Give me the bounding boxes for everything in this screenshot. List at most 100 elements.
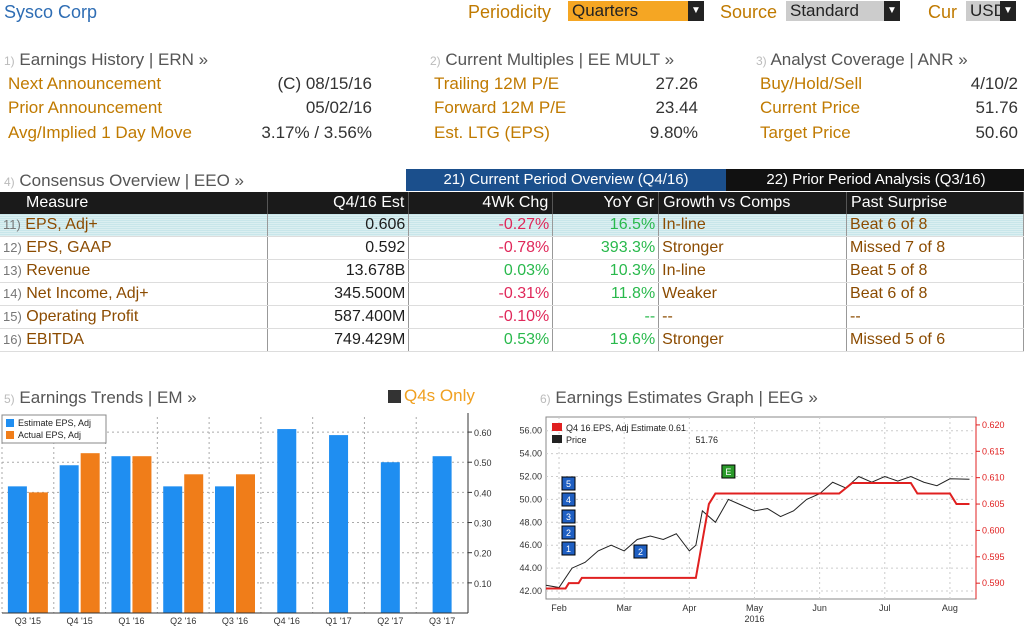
actual-bar <box>184 474 204 613</box>
chg-cell: 0.53% <box>408 328 554 352</box>
section-number: 3) <box>756 54 767 68</box>
y-tick-label: 0.20 <box>474 549 492 559</box>
legend-swatch <box>6 431 14 439</box>
current-multiples-link[interactable]: 2) Current Multiples | EE MULT » <box>430 50 674 70</box>
x-tick-label: Q1 '16 <box>118 616 144 626</box>
comps-cell: -- <box>658 305 848 329</box>
earnings-graph-link[interactable]: 6) Earnings Estimates Graph | EEG » <box>540 388 818 408</box>
forward-pe-value: 23.44 <box>655 98 698 117</box>
x-tick-label: Q1 '17 <box>325 616 351 626</box>
yoy-cell: 16.5% <box>552 214 660 237</box>
col-est[interactable]: Q4/16 Est <box>267 192 410 214</box>
section-number: 1) <box>4 54 15 68</box>
currency-dropdown[interactable]: USD ▼ <box>966 1 1016 21</box>
table-row[interactable]: 15) Operating Profit 587.400M -0.10% -- -- -- <box>0 305 1024 329</box>
earnings-history-link[interactable]: 1) Earnings History | ERN » <box>4 50 208 70</box>
table-header: Measure Q4/16 Est 4Wk Chg YoY Gr Growth … <box>0 192 1024 214</box>
y-tick-label: 0.40 <box>474 488 492 498</box>
y-left-tick-label: 48.00 <box>519 517 542 527</box>
earnings-trends-link[interactable]: 5) Earnings Trends | EM » <box>4 388 197 408</box>
chg-cell: -0.31% <box>408 282 554 306</box>
yoy-cell: 19.6% <box>552 328 660 352</box>
x-tick-label: Q3 '17 <box>429 616 455 626</box>
y-left-tick-label: 56.00 <box>519 426 542 436</box>
tab-current-period[interactable]: 21) Current Period Overview (Q4/16) <box>406 169 726 191</box>
surprise-cell: Missed 7 of 8 <box>846 236 1024 260</box>
event-marker-icon <box>633 544 648 559</box>
table-row[interactable]: 12) EPS, GAAP 0.592 -0.78% 393.3% Stronger Mi… <box>0 236 1024 260</box>
forward-pe-label: Forward 12M P/E <box>434 98 567 117</box>
surprise-cell: -- <box>846 305 1024 329</box>
chevron-down-icon: ▼ <box>688 1 704 21</box>
y-right-tick-label: 0.615 <box>982 446 1005 456</box>
surprise-cell: Missed 5 of 6 <box>846 328 1024 352</box>
section-number: 6) <box>540 392 551 406</box>
measure-cell: 14) Net Income, Adj+ <box>0 282 269 306</box>
estimate-bar <box>7 486 27 613</box>
source-dropdown[interactable]: Standard ▼ <box>786 1 900 21</box>
q4s-only-label[interactable]: Q4s Only <box>404 386 475 405</box>
q4s-only-checkbox[interactable] <box>388 390 401 403</box>
source-label: Source <box>720 2 778 22</box>
x-tick-label: Jul <box>879 603 891 613</box>
y-tick-label: 0.60 <box>474 428 492 438</box>
legend-label: Q4 16 EPS, Adj Estimate 0.61 <box>566 423 686 433</box>
col-past-surprise[interactable]: Past Surprise <box>846 192 1024 214</box>
measure-name: Net Income, Adj+ <box>26 285 149 302</box>
currency-label: Cur <box>928 2 958 22</box>
comps-cell: In-line <box>658 259 848 283</box>
event-marker-icon <box>561 492 576 507</box>
event-marker-label: 4 <box>566 495 571 505</box>
trailing-pe-label: Trailing 12M P/E <box>434 74 560 93</box>
measure-cell: 11) EPS, Adj+ <box>0 214 269 237</box>
event-marker-label: E <box>725 467 731 477</box>
measure-name: EBITDA <box>26 331 85 348</box>
y-left-tick-label: 44.00 <box>519 563 542 573</box>
col-yoy[interactable]: YoY Gr <box>552 192 660 214</box>
x-tick-label: Q4 '15 <box>67 616 93 626</box>
x-tick-label: Q4 '16 <box>274 616 300 626</box>
legend-box <box>1 414 107 444</box>
event-marker-label: 3 <box>566 512 571 522</box>
current-price-value: 51.76 <box>975 98 1018 117</box>
current-price-label: Current Price <box>760 98 861 117</box>
comps-cell: Stronger <box>658 236 848 260</box>
chg-cell: -0.78% <box>408 236 554 260</box>
legend-swatch <box>552 423 562 431</box>
estimate-bar <box>380 462 400 613</box>
estimate-bar <box>277 429 297 613</box>
col-4wk-chg[interactable]: 4Wk Chg <box>408 192 554 214</box>
chevron-down-icon: ▼ <box>884 1 900 21</box>
col-measure[interactable]: Measure <box>0 192 269 214</box>
periodicity-dropdown[interactable]: Quarters ▼ <box>568 1 704 21</box>
next-announcement-label: Next Announcement <box>8 74 162 93</box>
estimate-line <box>546 481 970 590</box>
legend-label: Estimate EPS, Adj <box>18 418 91 428</box>
surprise-cell: Beat 6 of 8 <box>846 282 1024 306</box>
x-tick-label: Q3 '15 <box>15 616 41 626</box>
tab-prior-period[interactable]: 22) Prior Period Analysis (Q3/16) <box>728 169 1024 191</box>
x-tick-label: Aug <box>942 603 958 613</box>
x-tick-label: Q3 '16 <box>222 616 248 626</box>
section-title: Consensus Overview | EEO » <box>19 171 244 190</box>
legend-value: 51.76 <box>695 435 718 445</box>
est-cell: 13.678B <box>267 259 410 283</box>
table-row[interactable]: 14) Net Income, Adj+ 345.500M -0.31% 11.8% W… <box>0 282 1024 306</box>
earnings-trends-chart: 0.10 0.20 0.30 0.40 0.50 0.60 Q3 '15 Q4 '15 Q1 '… <box>1 413 492 626</box>
analyst-coverage-link[interactable]: 3) Analyst Coverage | ANR » <box>756 50 968 70</box>
x-tick-label: Apr <box>682 603 696 613</box>
est-cell: 0.606 <box>267 214 410 237</box>
row-index: 12) <box>3 240 22 255</box>
consensus-overview-link[interactable]: 4) Consensus Overview | EEO » <box>4 171 244 191</box>
event-marker-label: 1 <box>566 544 571 554</box>
y-right-tick-label: 0.620 <box>982 420 1005 430</box>
col-growth-comps[interactable]: Growth vs Comps <box>658 192 848 214</box>
yoy-cell: -- <box>552 305 660 329</box>
section-title: Earnings History | ERN » <box>19 50 209 69</box>
table-row[interactable]: 13) Revenue 13.678B 0.03% 10.3% In-line Beat … <box>0 259 1024 283</box>
table-row[interactable]: 11) EPS, Adj+ 0.606 -0.27% 16.5% In-line Beat… <box>0 214 1024 237</box>
measure-cell: 15) Operating Profit <box>0 305 269 329</box>
table-row[interactable]: 16) EBITDA 749.429M 0.53% 19.6% Stronger Miss… <box>0 328 1024 352</box>
actual-bar <box>236 474 255 613</box>
est-cell: 0.592 <box>267 236 410 260</box>
